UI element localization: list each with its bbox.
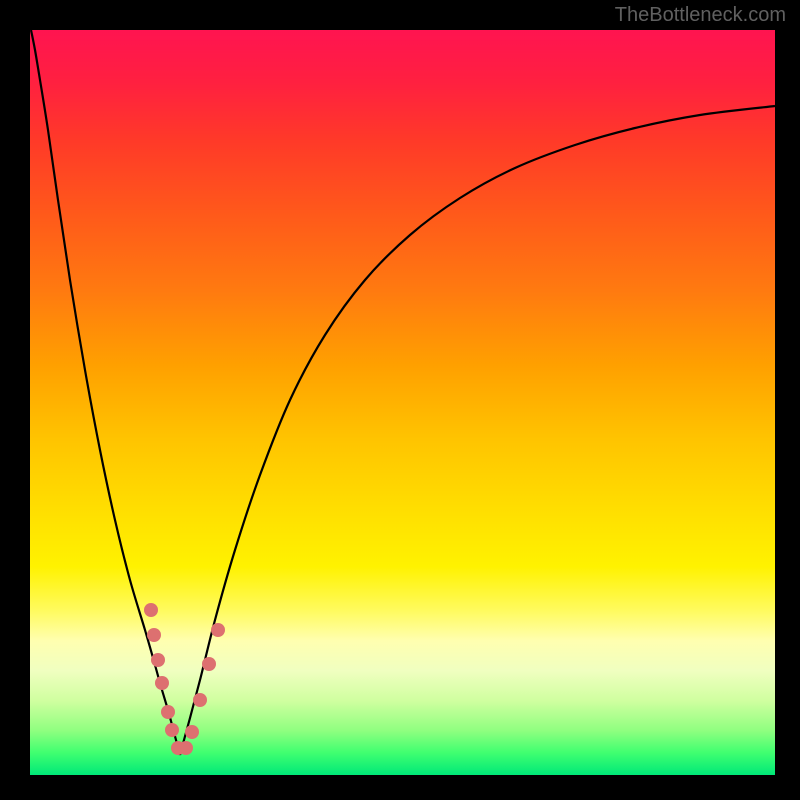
curve-dot: [161, 705, 175, 719]
curve-dot: [151, 653, 165, 667]
curve-dot: [144, 603, 158, 617]
watermark-label: TheBottleneck.com: [615, 4, 786, 27]
curve-dot: [179, 741, 193, 755]
curve-dot: [155, 676, 169, 690]
curve-dot: [147, 628, 161, 642]
gradient-background: [30, 30, 775, 775]
curve-dot: [165, 723, 179, 737]
curve-dot: [185, 725, 199, 739]
curve-dot: [211, 623, 225, 637]
curve-dot: [193, 693, 207, 707]
curve-dot: [202, 657, 216, 671]
